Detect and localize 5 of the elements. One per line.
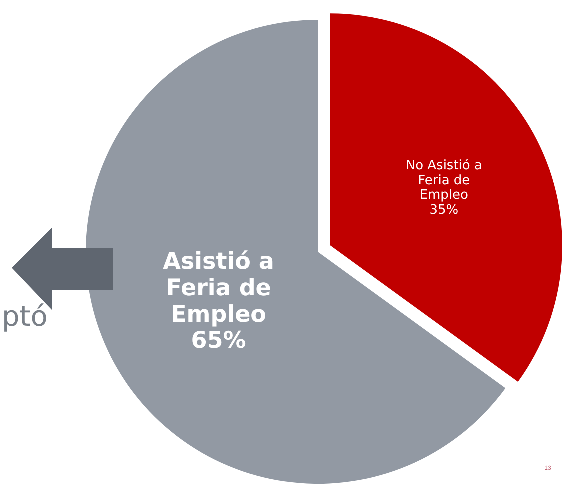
slice-label: No Asistió a Feria de Empleo xyxy=(406,158,482,203)
data-label: 65% xyxy=(191,328,246,355)
text: ptó xyxy=(2,300,48,333)
slice-label: Asistió a Feria de Empleo xyxy=(163,249,274,328)
data-label: 35% xyxy=(430,202,459,218)
